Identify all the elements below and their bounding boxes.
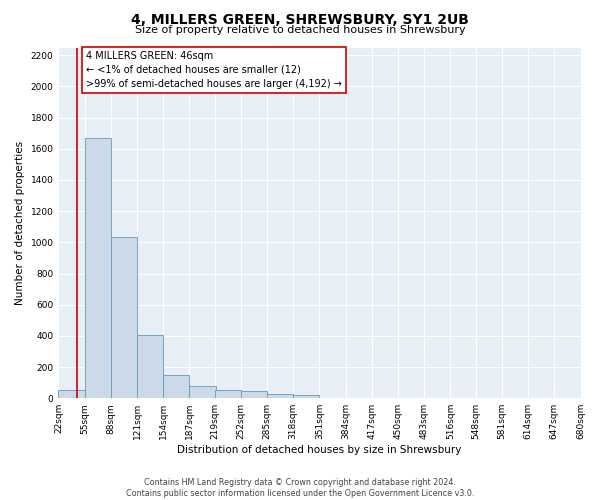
- Bar: [293, 395, 319, 398]
- Text: Contains HM Land Registry data © Crown copyright and database right 2024.
Contai: Contains HM Land Registry data © Crown c…: [126, 478, 474, 498]
- Bar: [241, 391, 267, 398]
- Bar: [190, 386, 215, 398]
- Bar: [58, 390, 85, 398]
- Text: Size of property relative to detached houses in Shrewsbury: Size of property relative to detached ho…: [134, 25, 466, 35]
- Bar: [163, 375, 190, 398]
- Y-axis label: Number of detached properties: Number of detached properties: [15, 141, 25, 305]
- Text: 4, MILLERS GREEN, SHREWSBURY, SY1 2UB: 4, MILLERS GREEN, SHREWSBURY, SY1 2UB: [131, 12, 469, 26]
- X-axis label: Distribution of detached houses by size in Shrewsbury: Distribution of detached houses by size …: [177, 445, 461, 455]
- Bar: [267, 394, 293, 398]
- Bar: [85, 138, 111, 398]
- Bar: [215, 390, 241, 398]
- Bar: [111, 237, 137, 398]
- Text: 4 MILLERS GREEN: 46sqm
← <1% of detached houses are smaller (12)
>99% of semi-de: 4 MILLERS GREEN: 46sqm ← <1% of detached…: [86, 50, 342, 88]
- Bar: [137, 335, 163, 398]
